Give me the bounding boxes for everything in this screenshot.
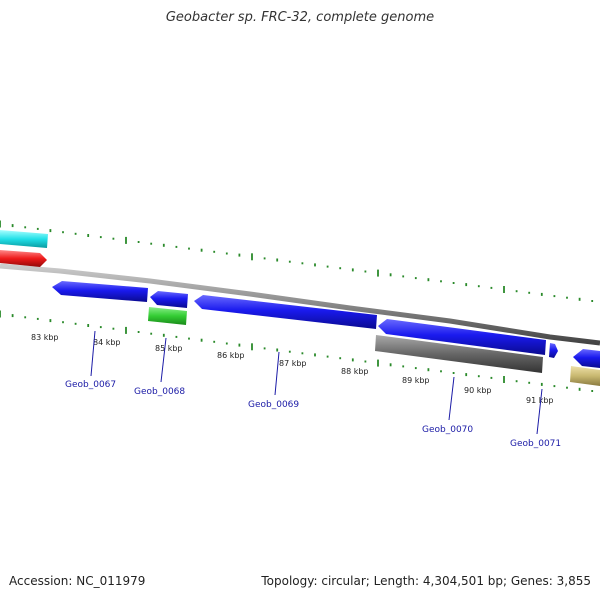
kbp-label: 90 kbp: [464, 386, 492, 395]
gene-label-geob-0069[interactable]: Geob_0069: [248, 400, 299, 410]
gene-arrow-geob-0070: [378, 319, 546, 355]
gray-feature: [375, 335, 543, 373]
kbp-label: 88 kbp: [341, 367, 369, 376]
gene-labels: Geob_0067 Geob_0068 Geob_0069 Geob_0070 …: [65, 380, 561, 449]
leader-line-geob-0070: [448, 376, 455, 421]
topology-text: Topology: circular; Length: 4,304,501 bp…: [261, 574, 591, 588]
kbp-label: 91 kbp: [526, 396, 554, 405]
gc-track-upper: [0, 220, 594, 302]
kbp-label: 83 kbp: [31, 333, 59, 342]
gene-label-geob-0068[interactable]: Geob_0068: [134, 387, 185, 397]
leader-line-geob-0067: [90, 330, 96, 377]
kbp-label: 89 kbp: [402, 376, 430, 385]
gene-label-geob-0070[interactable]: Geob_0070: [422, 425, 473, 435]
gene-arrow-small: [549, 343, 558, 358]
cyan-feature: [0, 230, 48, 248]
gene-label-geob-0067[interactable]: Geob_0067: [65, 380, 116, 390]
red-feature: [0, 250, 47, 267]
map-title: Geobacter sp. FRC-32, complete genome: [165, 10, 435, 25]
gene-label-geob-0071[interactable]: Geob_0071: [510, 439, 561, 449]
kbp-label: 84 kbp: [93, 338, 121, 347]
kbp-label: 86 kbp: [217, 351, 245, 360]
kbp-label: 85 kbp: [155, 344, 183, 353]
trna-feature: [148, 307, 187, 325]
gene-arrow-geob-0069: [194, 295, 377, 329]
leader-line-geob-0068: [160, 337, 167, 383]
gene-arrow-geob-0068: [150, 291, 188, 308]
gc-track-lower: [0, 310, 594, 392]
gene-arrow-right-edge: [573, 349, 600, 368]
genome-backbone: [0, 263, 600, 346]
tan-feature: [570, 366, 600, 386]
gene-label-leaders: [90, 330, 543, 435]
kbp-scale: 83 kbp 84 kbp 85 kbp 86 kbp 87 kbp 88 kb…: [31, 333, 554, 405]
accession-text: Accession: NC_011979: [9, 574, 146, 588]
kbp-label: 87 kbp: [279, 359, 307, 368]
gene-arrow-geob-0067: [52, 281, 148, 302]
leader-line-geob-0071: [536, 388, 543, 435]
leader-line-geob-0069: [274, 351, 280, 396]
